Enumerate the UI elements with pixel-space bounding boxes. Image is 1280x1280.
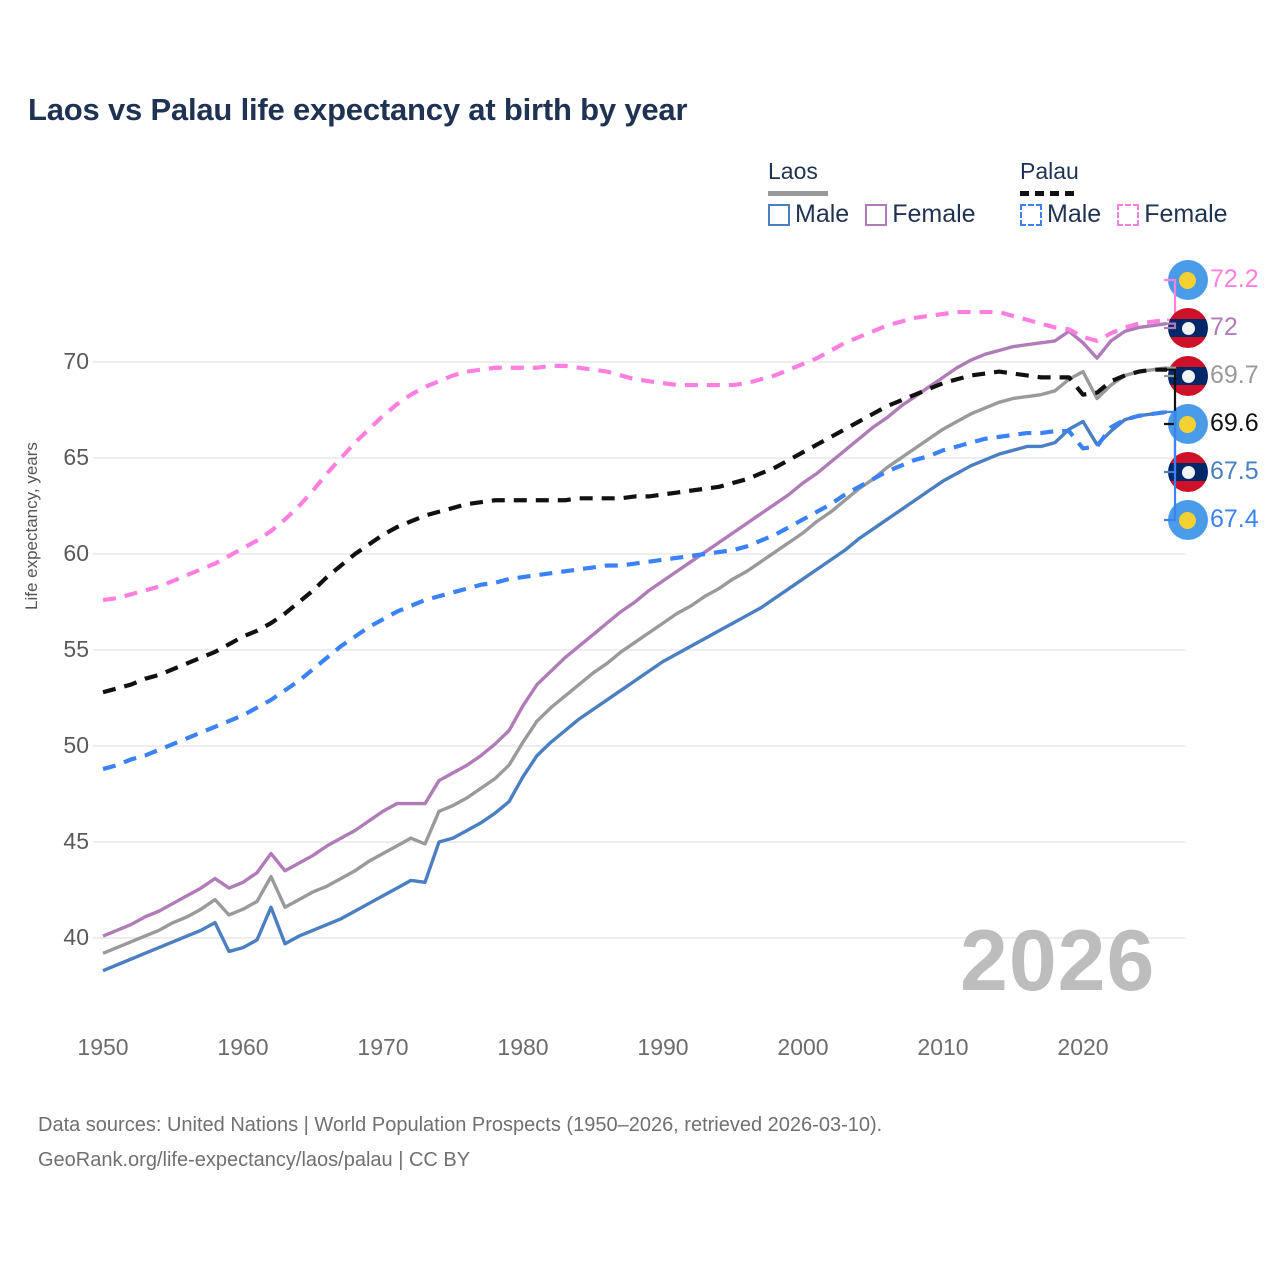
end-label-value-laos_male: 67.5 [1210, 457, 1259, 485]
x-axis-tick-label: 1990 [637, 1034, 689, 1060]
flag-palau-disc [1179, 416, 1196, 433]
end-label-value-laos_total: 69.7 [1210, 361, 1259, 389]
x-axis-tick-label: 1950 [77, 1034, 129, 1060]
end-label-flag-palau_total [1168, 404, 1208, 444]
x-axis-tick-label: 1960 [217, 1034, 269, 1060]
series-line-laos-female [102, 321, 1168, 938]
series-line-palau-male [102, 409, 1168, 772]
page-title: Laos vs Palau life expectancy at birth b… [28, 92, 688, 127]
x-axis-tick-label: 2010 [917, 1034, 969, 1060]
end-label-flag-palau_female [1168, 260, 1208, 300]
swatch-icon-palau-female [1117, 203, 1140, 226]
chart-plot-area [93, 309, 1185, 973]
swatch-icon-laos-female [865, 203, 888, 226]
flag-icon-laos [1168, 308, 1208, 348]
legend-group-palau: Palau [1020, 158, 1080, 196]
y-axis-tick-label: 40 [63, 924, 89, 950]
footer-line-url[interactable]: GeoRank.org/life-expectancy/laos/palau |… [38, 1149, 471, 1171]
end-label-value-laos_female: 72 [1210, 313, 1238, 341]
flag-icon-laos [1168, 452, 1208, 492]
legend-items-palau: Male Female [1020, 200, 1244, 229]
legend-item-palau-male[interactable]: Male [1020, 200, 1101, 229]
y-axis-tick-label: 65 [63, 444, 89, 470]
end-label-flag-laos_total [1168, 356, 1208, 396]
x-axis-tick-label: 2020 [1057, 1034, 1109, 1060]
x-axis-tick-label: 1970 [357, 1034, 409, 1060]
end-label-value-palau_total: 69.6 [1210, 409, 1259, 437]
end-label-flag-laos_female [1168, 308, 1208, 348]
legend-label-palau-female: Female [1144, 200, 1228, 228]
legend-group-laos: Laos [768, 158, 828, 196]
flag-icon-palau [1168, 260, 1208, 300]
legend-country-palau: Palau [1020, 158, 1079, 184]
x-axis-tick-label: 2000 [777, 1034, 829, 1060]
flag-icon-palau [1168, 404, 1208, 444]
legend-country-laos: Laos [768, 158, 818, 184]
y-axis-tick-label: 45 [63, 828, 89, 854]
end-label-value-palau_female: 72.2 [1210, 265, 1259, 293]
end-label-value-palau_male: 67.4 [1210, 505, 1259, 533]
y-axis-tick-label: 60 [63, 540, 89, 566]
legend-label-laos-male: Male [795, 200, 850, 228]
series-line-palau-total [102, 367, 1167, 695]
series-line-palau-female [102, 309, 1168, 603]
y-axis-tick-label: 70 [63, 348, 89, 374]
legend-rule-palau [1020, 191, 1080, 196]
footer-line-sources: Data sources: United Nations | World Pop… [38, 1114, 883, 1136]
legend-item-palau-female[interactable]: Female [1117, 200, 1228, 229]
legend-rule-laos [768, 191, 828, 196]
end-label-flag-laos_male [1168, 452, 1208, 492]
flag-icon-palau [1168, 500, 1208, 540]
flag-icon-laos [1168, 356, 1208, 396]
swatch-icon-palau-male [1020, 203, 1042, 226]
flag-laos-disc [1182, 322, 1195, 335]
legend-item-laos-female[interactable]: Female [865, 200, 976, 229]
flag-palau-disc [1179, 272, 1196, 289]
y-axis-tick-label: 50 [63, 732, 89, 758]
y-axis-tick-label: 55 [63, 636, 89, 662]
footer: Data sources: United Nations | World Pop… [38, 1108, 882, 1178]
series-line-laos-male [102, 410, 1168, 973]
year-watermark: 2026 [960, 913, 1156, 1009]
flag-laos-disc [1182, 370, 1195, 383]
legend-items-laos: Male Female [768, 200, 992, 229]
end-label-flag-palau_male [1168, 500, 1208, 540]
chart-legend: Laos Male Female Palau Male Fema [760, 158, 1260, 238]
flag-palau-disc [1179, 512, 1196, 529]
legend-label-laos-female: Female [892, 200, 976, 228]
swatch-icon-laos-male [768, 203, 790, 226]
x-axis-tick-label: 1980 [497, 1034, 549, 1060]
legend-label-palau-male: Male [1047, 200, 1102, 228]
series-line-laos-total [102, 366, 1168, 955]
legend-item-laos-male[interactable]: Male [768, 200, 849, 229]
flag-laos-disc [1182, 466, 1195, 479]
